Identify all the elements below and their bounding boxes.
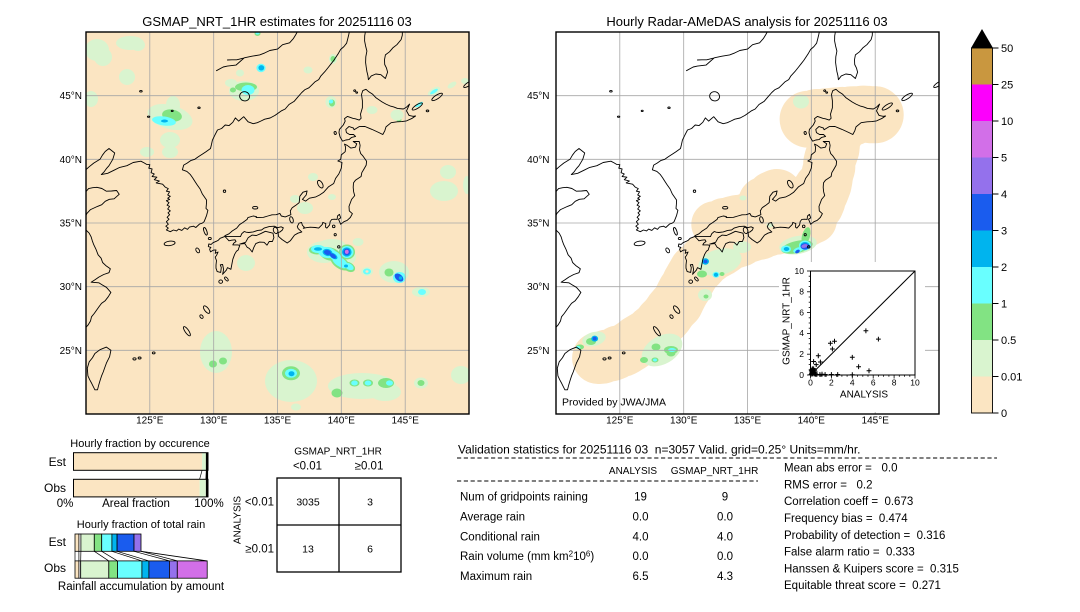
svg-text:4: 4: [1001, 189, 1007, 201]
svg-text:45°N: 45°N: [60, 91, 82, 102]
svg-text:2: 2: [1001, 262, 1007, 274]
svg-text:6.5: 6.5: [633, 571, 649, 583]
svg-text:0.0: 0.0: [633, 551, 649, 563]
svg-text:GSMAP_NRT_1HR estimates for 20: GSMAP_NRT_1HR estimates for 20251116 03: [142, 14, 412, 29]
svg-text:ANALYSIS: ANALYSIS: [609, 466, 657, 477]
svg-text:8: 8: [892, 378, 897, 388]
svg-text:10: 10: [1001, 116, 1013, 128]
svg-text:Mean abs error = 0.0: Mean abs error = 0.0: [784, 463, 897, 475]
svg-text:Hourly Radar-AMeDAS analysis f: Hourly Radar-AMeDAS analysis for 2025111…: [606, 14, 887, 29]
svg-text:Num of gridpoints raining: Num of gridpoints raining: [460, 492, 588, 504]
svg-text:130°E: 130°E: [670, 416, 698, 427]
svg-text:8: 8: [799, 287, 804, 297]
svg-text:4.0: 4.0: [717, 531, 733, 543]
svg-text:2: 2: [799, 349, 804, 359]
svg-text:Equitable threat score = 0.27: Equitable threat score = 0.271: [784, 580, 941, 592]
svg-text:10: 10: [910, 378, 920, 388]
svg-text:135°E: 135°E: [734, 416, 762, 427]
svg-text:0: 0: [808, 378, 813, 388]
svg-text:0.5: 0.5: [1001, 335, 1016, 347]
svg-text:0.0: 0.0: [717, 551, 733, 563]
svg-text:25°N: 25°N: [527, 346, 549, 357]
svg-text:6: 6: [367, 544, 373, 556]
svg-text:Hourly fraction of total rain: Hourly fraction of total rain: [77, 519, 205, 531]
svg-text:3035: 3035: [296, 496, 320, 508]
svg-text:<0.01: <0.01: [293, 461, 322, 473]
svg-text:3: 3: [1001, 226, 1007, 238]
svg-text:125°E: 125°E: [136, 416, 164, 427]
svg-text:140°E: 140°E: [798, 416, 826, 427]
svg-text:Obs: Obs: [44, 481, 66, 495]
svg-text:Maximum rain: Maximum rain: [460, 571, 532, 583]
svg-text:Est: Est: [49, 455, 67, 469]
svg-text:5: 5: [1001, 153, 1007, 165]
svg-text:≥0.01: ≥0.01: [355, 461, 384, 473]
svg-text:19: 19: [634, 492, 647, 504]
svg-text:GSMAP_NRT_1HR: GSMAP_NRT_1HR: [294, 447, 382, 458]
svg-text:40°N: 40°N: [60, 155, 82, 166]
svg-text:100%: 100%: [194, 498, 223, 510]
svg-text:10: 10: [795, 266, 805, 276]
svg-text:145°E: 145°E: [392, 416, 420, 427]
svg-text:35°N: 35°N: [527, 219, 549, 230]
svg-text:4: 4: [799, 328, 804, 338]
svg-text:Average rain: Average rain: [460, 511, 525, 523]
svg-text:RMS error = 0.2: RMS error = 0.2: [784, 479, 873, 491]
svg-text:Hourly fraction by occurence: Hourly fraction by occurence: [70, 438, 209, 450]
svg-text:GSMAP_NRT_1HR: GSMAP_NRT_1HR: [782, 277, 793, 365]
svg-text:GSMAP_NRT_1HR: GSMAP_NRT_1HR: [671, 466, 759, 477]
svg-text:30°N: 30°N: [527, 282, 549, 293]
svg-text:0%: 0%: [57, 498, 74, 510]
svg-text:Provided by JWA/JMA: Provided by JWA/JMA: [562, 397, 666, 409]
svg-text:Rain volume (mm km2106): Rain volume (mm km2106): [460, 550, 594, 564]
svg-text:Conditional rain: Conditional rain: [460, 531, 540, 543]
svg-text:30°N: 30°N: [60, 282, 82, 293]
svg-text:<0.01: <0.01: [245, 496, 274, 508]
svg-text:50: 50: [1001, 43, 1013, 55]
svg-text:135°E: 135°E: [264, 416, 292, 427]
svg-text:Hanssen & Kuipers score = 0.3: Hanssen & Kuipers score = 0.315: [784, 563, 959, 575]
svg-text:1: 1: [1001, 299, 1007, 311]
svg-text:4: 4: [850, 378, 855, 388]
svg-text:Rainfall accumulation by amoun: Rainfall accumulation by amount: [58, 581, 225, 593]
svg-text:Validation statistics for 2025: Validation statistics for 20251116 03 n=…: [458, 443, 860, 457]
svg-text:25°N: 25°N: [60, 346, 82, 357]
svg-text:130°E: 130°E: [200, 416, 228, 427]
svg-text:0.0: 0.0: [633, 511, 649, 523]
svg-text:Probability of detection = 0.: Probability of detection = 0.316: [784, 530, 945, 542]
svg-text:0.01: 0.01: [1001, 372, 1022, 384]
svg-text:4.3: 4.3: [717, 571, 733, 583]
svg-text:Correlation coeff = 0.673: Correlation coeff = 0.673: [784, 496, 913, 508]
svg-text:0: 0: [799, 370, 804, 380]
svg-text:6: 6: [871, 378, 876, 388]
svg-text:Areal fraction: Areal fraction: [102, 498, 170, 510]
svg-text:125°E: 125°E: [606, 416, 634, 427]
svg-text:45°N: 45°N: [527, 91, 549, 102]
svg-text:ANALYSIS: ANALYSIS: [233, 496, 244, 544]
svg-text:35°N: 35°N: [60, 219, 82, 230]
svg-text:3: 3: [367, 496, 373, 508]
svg-text:2: 2: [829, 378, 834, 388]
svg-text:4.0: 4.0: [633, 531, 649, 543]
svg-text:ANALYSIS: ANALYSIS: [840, 390, 888, 401]
svg-text:13: 13: [302, 544, 314, 556]
svg-text:False alarm ratio = 0.333: False alarm ratio = 0.333: [784, 547, 915, 559]
svg-text:6: 6: [799, 307, 804, 317]
svg-text:Obs: Obs: [44, 561, 66, 575]
svg-text:145°E: 145°E: [862, 416, 890, 427]
svg-text:Frequency bias = 0.474: Frequency bias = 0.474: [784, 513, 908, 525]
svg-text:40°N: 40°N: [527, 155, 549, 166]
svg-text:140°E: 140°E: [328, 416, 356, 427]
svg-text:Est: Est: [49, 535, 67, 549]
svg-text:9: 9: [722, 492, 728, 504]
svg-text:0.0: 0.0: [717, 511, 733, 523]
svg-text:25: 25: [1001, 80, 1013, 92]
svg-text:≥0.01: ≥0.01: [245, 544, 274, 556]
svg-text:0: 0: [1001, 408, 1007, 420]
